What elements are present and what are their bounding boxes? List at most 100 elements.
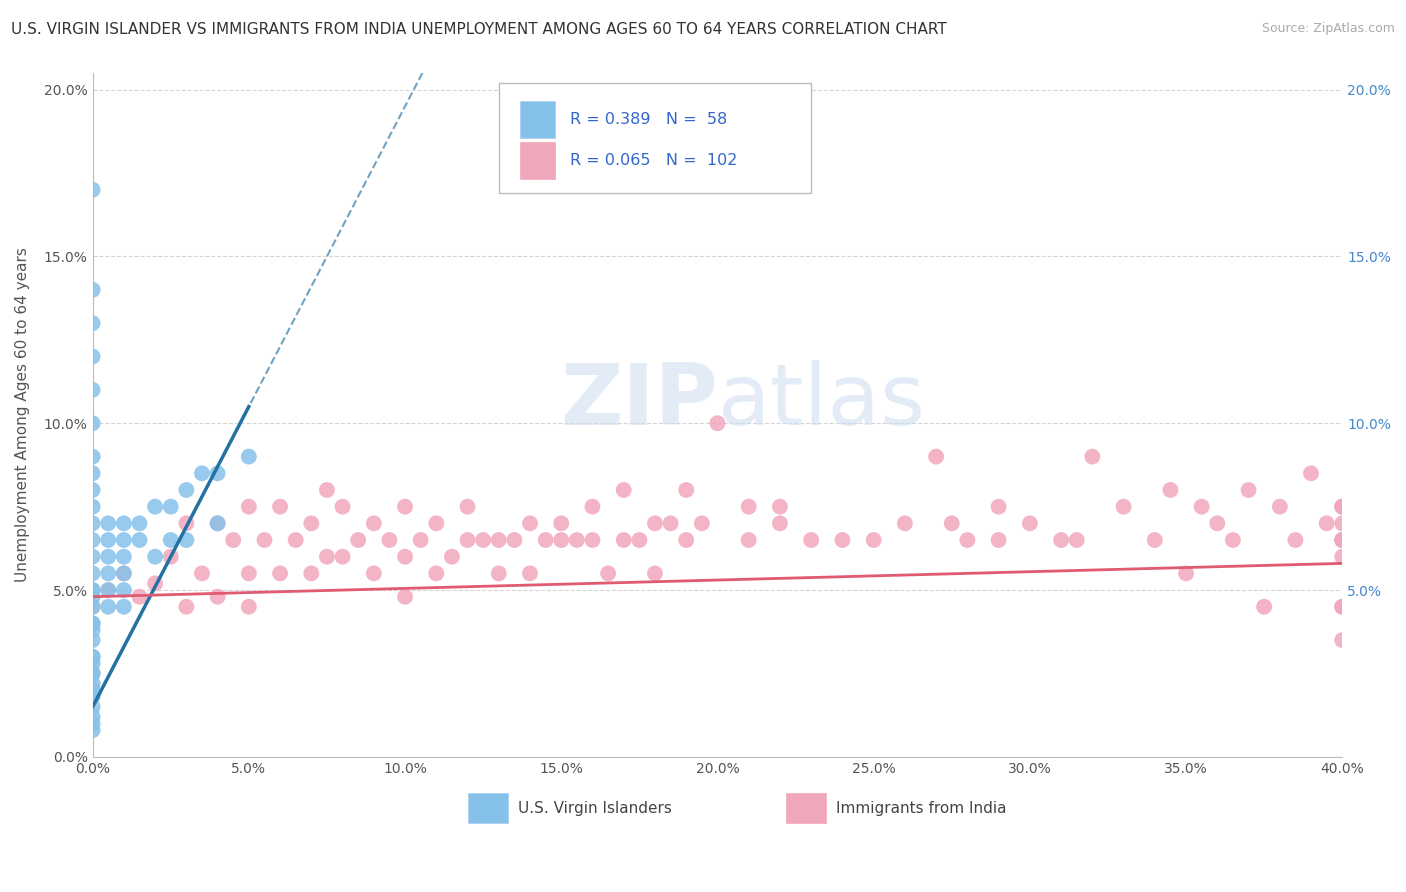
Point: [238, 450, 260, 464]
Point: [394, 500, 416, 514]
Point: [675, 483, 697, 497]
Point: [82, 590, 104, 604]
Point: [82, 599, 104, 614]
Text: Immigrants from India: Immigrants from India: [837, 801, 1007, 815]
Point: [82, 710, 104, 724]
Point: [112, 582, 135, 597]
Point: [207, 590, 229, 604]
Point: [82, 599, 104, 614]
Point: [299, 516, 322, 531]
Point: [706, 417, 728, 431]
Point: [941, 516, 963, 531]
Point: [238, 599, 260, 614]
Point: [82, 283, 104, 297]
Point: [1331, 533, 1354, 547]
Text: Source: ZipAtlas.com: Source: ZipAtlas.com: [1261, 22, 1395, 36]
Point: [1331, 549, 1354, 564]
Point: [503, 533, 526, 547]
Point: [690, 516, 713, 531]
Point: [581, 533, 603, 547]
Point: [488, 533, 510, 547]
Point: [1237, 483, 1260, 497]
Point: [82, 676, 104, 690]
Point: [1159, 483, 1181, 497]
Point: [457, 500, 479, 514]
Point: [987, 500, 1010, 514]
Point: [409, 533, 432, 547]
Point: [112, 549, 135, 564]
Point: [925, 450, 948, 464]
Point: [628, 533, 651, 547]
Point: [82, 683, 104, 698]
Point: [82, 666, 104, 681]
Point: [675, 533, 697, 547]
Point: [253, 533, 276, 547]
Point: [1284, 533, 1306, 547]
Point: [82, 183, 104, 197]
Point: [82, 582, 104, 597]
Point: [894, 516, 917, 531]
Point: [112, 566, 135, 581]
Point: [82, 649, 104, 664]
Point: [1331, 599, 1354, 614]
Point: [97, 582, 120, 597]
Point: [82, 616, 104, 631]
Point: [82, 723, 104, 738]
Point: [1143, 533, 1166, 547]
Point: [1316, 516, 1339, 531]
Point: [457, 533, 479, 547]
Point: [394, 590, 416, 604]
Text: ZIP: ZIP: [560, 359, 717, 442]
Point: [143, 549, 166, 564]
Point: [363, 516, 385, 531]
Point: [769, 516, 792, 531]
Point: [82, 350, 104, 364]
Point: [82, 649, 104, 664]
Point: [862, 533, 884, 547]
Point: [82, 533, 104, 547]
Point: [565, 533, 588, 547]
Y-axis label: Unemployment Among Ages 60 to 64 years: Unemployment Among Ages 60 to 64 years: [15, 247, 30, 582]
Point: [644, 516, 666, 531]
Point: [550, 533, 572, 547]
Point: [613, 533, 636, 547]
Point: [1331, 633, 1354, 648]
Text: U.S. Virgin Islanders: U.S. Virgin Islanders: [517, 801, 672, 815]
Point: [1331, 516, 1354, 531]
Point: [97, 516, 120, 531]
Point: [128, 516, 150, 531]
Point: [1206, 516, 1229, 531]
Point: [128, 533, 150, 547]
Point: [1331, 500, 1354, 514]
Point: [82, 383, 104, 397]
Point: [82, 483, 104, 497]
Point: [82, 716, 104, 731]
Point: [159, 549, 181, 564]
Point: [82, 690, 104, 704]
Point: [97, 599, 120, 614]
Point: [1331, 500, 1354, 514]
Point: [82, 666, 104, 681]
Point: [1112, 500, 1135, 514]
Point: [112, 599, 135, 614]
Point: [82, 450, 104, 464]
Point: [82, 699, 104, 714]
Point: [82, 316, 104, 330]
Point: [176, 483, 198, 497]
Point: [176, 533, 198, 547]
Point: [1331, 533, 1354, 547]
Point: [831, 533, 853, 547]
Point: [1331, 500, 1354, 514]
Point: [191, 566, 214, 581]
Text: R = 0.389   N =  58: R = 0.389 N = 58: [569, 112, 727, 127]
Point: [222, 533, 245, 547]
Point: [82, 549, 104, 564]
Point: [299, 566, 322, 581]
Text: R = 0.065   N =  102: R = 0.065 N = 102: [569, 153, 737, 168]
Point: [143, 500, 166, 514]
Point: [1331, 533, 1354, 547]
Point: [987, 533, 1010, 547]
Point: [82, 623, 104, 637]
Point: [97, 582, 120, 597]
Point: [800, 533, 823, 547]
